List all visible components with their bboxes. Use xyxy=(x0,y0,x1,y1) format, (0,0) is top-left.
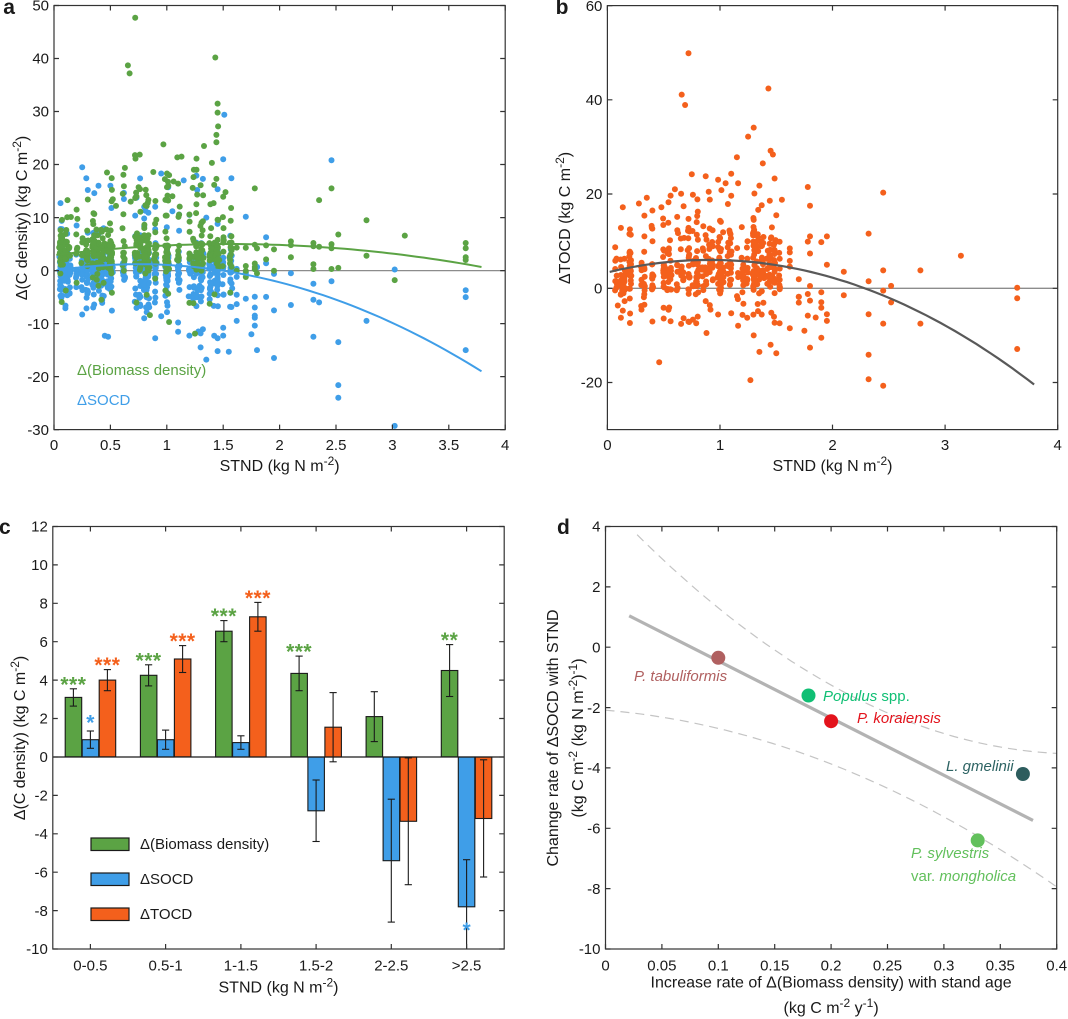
svg-text:1: 1 xyxy=(716,437,724,454)
svg-text:-6: -6 xyxy=(587,821,600,838)
svg-text:20: 20 xyxy=(32,157,49,174)
svg-text:>2.5: >2.5 xyxy=(452,958,482,975)
svg-text:0: 0 xyxy=(50,437,58,454)
svg-text:0.3: 0.3 xyxy=(933,958,954,975)
svg-text:20: 20 xyxy=(586,186,603,203)
svg-text:2: 2 xyxy=(828,437,836,454)
svg-text:0: 0 xyxy=(39,749,47,766)
svg-text:Increase rate of Δ(Biomass den: Increase rate of Δ(Biomass density) with… xyxy=(651,975,1012,992)
svg-text:0.15: 0.15 xyxy=(760,958,789,975)
svg-text:0: 0 xyxy=(603,437,611,454)
svg-text:0.35: 0.35 xyxy=(986,958,1015,975)
svg-text:3: 3 xyxy=(388,437,396,454)
svg-text:-8: -8 xyxy=(34,903,47,920)
svg-text:P. koraiensis: P. koraiensis xyxy=(857,710,941,727)
svg-text:*: * xyxy=(463,919,472,942)
svg-text:10: 10 xyxy=(31,557,48,574)
svg-text:*: * xyxy=(86,712,95,735)
svg-text:3.5: 3.5 xyxy=(438,437,459,454)
svg-text:P. sylvestris: P. sylvestris xyxy=(911,845,990,862)
svg-text:60: 60 xyxy=(586,0,603,15)
svg-text:P. tabuliformis: P. tabuliformis xyxy=(634,668,728,685)
svg-text:0-0.5: 0-0.5 xyxy=(73,958,107,975)
svg-text:0.05: 0.05 xyxy=(647,958,676,975)
svg-text:Δ(C density) (kg C m-2): Δ(C density) (kg C m-2) xyxy=(8,656,29,820)
svg-text:Channge rate of ΔSOCD with STN: Channge rate of ΔSOCD with STND xyxy=(545,609,562,866)
svg-text:0: 0 xyxy=(41,263,49,280)
svg-text:1-1.5: 1-1.5 xyxy=(224,958,258,975)
svg-text:2.5: 2.5 xyxy=(326,437,347,454)
svg-text:4: 4 xyxy=(39,672,47,689)
svg-text:8: 8 xyxy=(39,596,47,613)
svg-text:Δ(Biomass density): Δ(Biomass density) xyxy=(77,362,206,379)
svg-text:1: 1 xyxy=(163,437,171,454)
svg-text:0: 0 xyxy=(594,281,602,298)
svg-text:40: 40 xyxy=(32,51,49,68)
svg-text:(kg C m-2 (kg N m-2)-1): (kg C m-2 (kg N m-2)-1) xyxy=(566,658,587,817)
svg-text:STND (kg N m-2): STND (kg N m-2) xyxy=(773,454,893,475)
svg-text:STND (kg N m-2): STND (kg N m-2) xyxy=(219,976,339,997)
svg-text:ΔTOCD: ΔTOCD xyxy=(140,906,192,923)
svg-text:***: *** xyxy=(170,630,196,653)
svg-text:40: 40 xyxy=(586,92,603,109)
svg-text:0.2: 0.2 xyxy=(821,958,842,975)
svg-text:***: *** xyxy=(211,605,237,628)
svg-text:4: 4 xyxy=(501,437,509,454)
svg-text:Δ(Biomass density): Δ(Biomass density) xyxy=(140,836,269,853)
svg-text:ΔSOCD: ΔSOCD xyxy=(140,871,194,888)
svg-text:-10: -10 xyxy=(579,941,601,958)
svg-text:2: 2 xyxy=(39,711,47,728)
svg-text:-8: -8 xyxy=(587,881,600,898)
svg-text:-4: -4 xyxy=(34,826,47,843)
svg-text:-10: -10 xyxy=(26,941,48,958)
svg-text:-30: -30 xyxy=(27,422,49,439)
svg-text:2: 2 xyxy=(275,437,283,454)
svg-text:3: 3 xyxy=(941,437,949,454)
svg-text:12: 12 xyxy=(31,519,48,536)
svg-text:0.4: 0.4 xyxy=(1046,958,1067,975)
svg-text:6: 6 xyxy=(39,634,47,651)
svg-text:4: 4 xyxy=(1054,437,1062,454)
svg-text:-4: -4 xyxy=(587,760,600,777)
svg-text:-20: -20 xyxy=(581,375,603,392)
svg-text:0.1: 0.1 xyxy=(708,958,729,975)
svg-text:0: 0 xyxy=(601,958,609,975)
svg-text:***: *** xyxy=(60,673,86,696)
svg-text:**: ** xyxy=(441,629,459,652)
svg-text:2: 2 xyxy=(592,579,600,596)
svg-text:a: a xyxy=(3,0,15,19)
svg-text:var. mongholica: var. mongholica xyxy=(911,868,1016,885)
svg-text:(kg C m-2 y-1): (kg C m-2 y-1) xyxy=(784,996,879,1017)
svg-text:0.5-1: 0.5-1 xyxy=(148,958,182,975)
svg-text:ΔSOCD: ΔSOCD xyxy=(77,392,131,409)
svg-text:2-2.5: 2-2.5 xyxy=(374,958,408,975)
svg-text:30: 30 xyxy=(32,104,49,121)
svg-text:d: d xyxy=(557,516,570,539)
svg-text:-6: -6 xyxy=(34,864,47,881)
svg-text:-10: -10 xyxy=(27,316,49,333)
svg-text:b: b xyxy=(556,0,569,19)
svg-text:***: *** xyxy=(286,641,312,664)
svg-text:0: 0 xyxy=(592,639,600,656)
svg-text:***: *** xyxy=(245,587,271,610)
svg-text:ΔTOCD (kg C m-2): ΔTOCD (kg C m-2) xyxy=(553,152,574,284)
svg-text:L. gmelinii: L. gmelinii xyxy=(946,758,1014,775)
svg-text:0.5: 0.5 xyxy=(100,437,121,454)
svg-text:***: *** xyxy=(94,654,120,677)
svg-text:STND (kg N m-2): STND (kg N m-2) xyxy=(220,454,340,475)
svg-text:***: *** xyxy=(136,649,162,672)
svg-text:-20: -20 xyxy=(27,369,49,386)
svg-text:50: 50 xyxy=(32,0,49,15)
svg-text:0.25: 0.25 xyxy=(873,958,902,975)
svg-text:10: 10 xyxy=(32,210,49,227)
svg-text:Populus spp.: Populus spp. xyxy=(823,688,910,705)
svg-text:-2: -2 xyxy=(587,700,600,717)
svg-text:1.5: 1.5 xyxy=(213,437,234,454)
svg-text:c: c xyxy=(0,516,11,539)
svg-text:1.5-2: 1.5-2 xyxy=(299,958,333,975)
svg-text:4: 4 xyxy=(592,519,600,536)
svg-text:-2: -2 xyxy=(34,788,47,805)
svg-text:Δ(C density) (kg C m-2): Δ(C density) (kg C m-2) xyxy=(10,136,31,300)
